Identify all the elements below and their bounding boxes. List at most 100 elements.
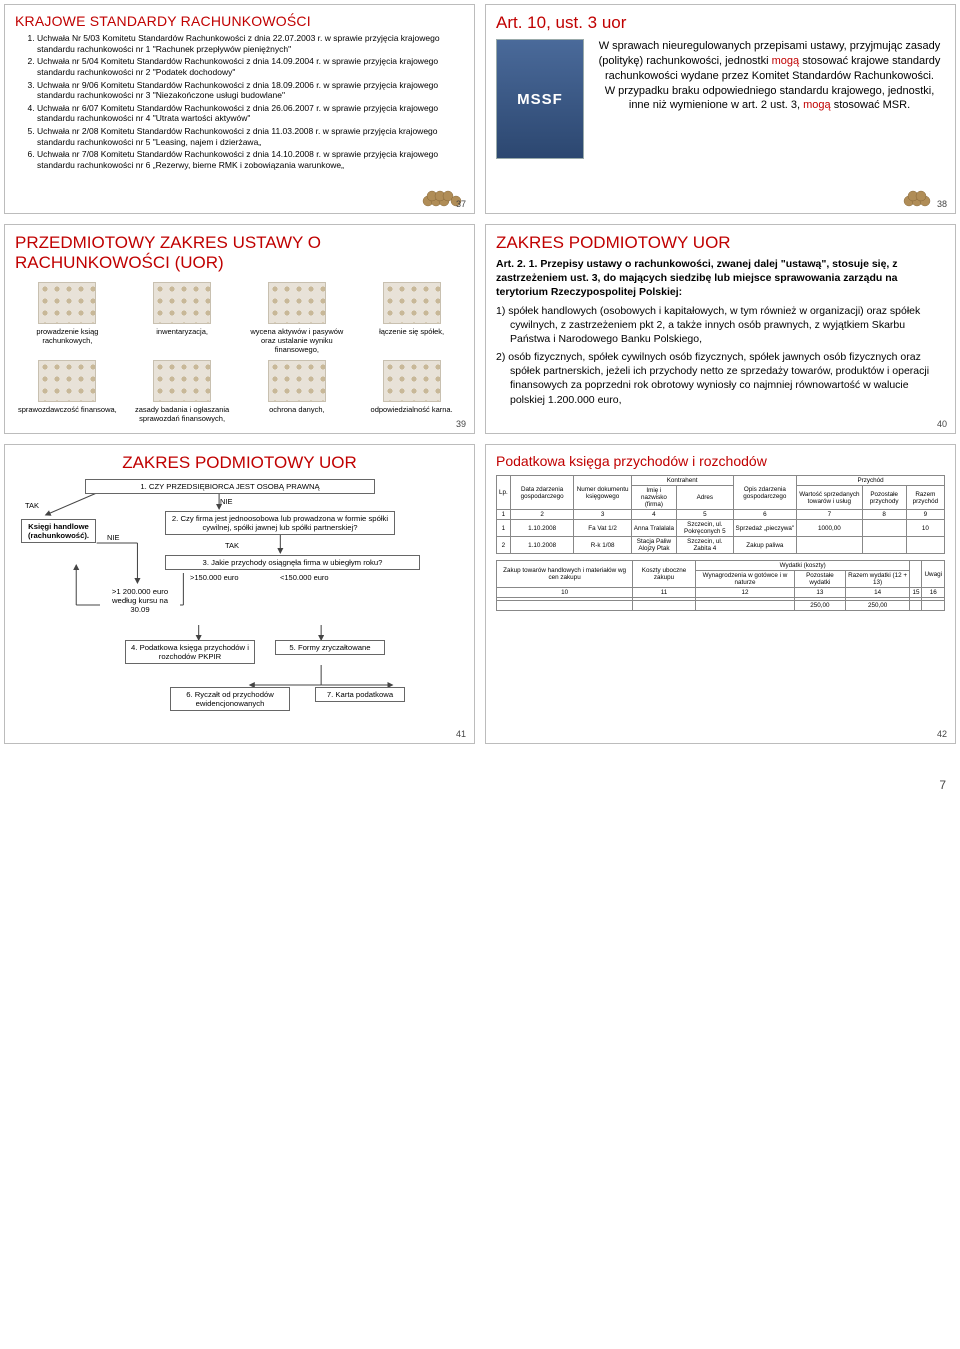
slide-40-item: 2) osób fizycznych, spółek cywilnych osó…	[496, 350, 945, 407]
mssf-label: MSSF	[517, 91, 563, 108]
td: 4	[631, 510, 676, 520]
slide-37: KRAJOWE STANDARDY RACHUNKOWOŚCI Uchwała …	[4, 4, 475, 214]
td: 15	[910, 588, 922, 598]
th: Wynagrodzenia w gotówce i w naturze	[695, 571, 794, 588]
td: 10	[497, 588, 633, 598]
grid-cell: wycena aktywów i pasywów oraz ustalanie …	[245, 282, 350, 354]
grid-cell: ochrona danych,	[245, 360, 350, 423]
slide-40-sub: Art. 2. 1. Przepisy ustawy o rachunkowoś…	[496, 257, 945, 300]
td	[497, 601, 633, 611]
revenue-table: Lp. Data zdarzenia gospodarczego Numer d…	[496, 475, 945, 554]
td: 14	[845, 588, 910, 598]
th: Kontrahent	[631, 476, 733, 486]
flow-box: 3. Jakie przychody osiągnęła firma w ubi…	[165, 555, 420, 570]
slide-40-item: 1) spółek handlowych (osobowych i kapita…	[496, 304, 945, 347]
td: 1.10.2008	[510, 537, 574, 554]
td: 1	[497, 520, 511, 537]
th: Numer dokumentu księgowego	[574, 476, 631, 510]
grid-cell: zasady badania i ogłaszania sprawozdań f…	[130, 360, 235, 423]
slide-42-title: Podatkowa księga przychodów i rozchodów	[496, 453, 945, 469]
slide-41-title: ZAKRES PODMIOTOWY UOR	[15, 453, 464, 473]
td: 1	[497, 510, 511, 520]
td: 1.10.2008	[510, 520, 574, 537]
page-number: 7	[939, 778, 946, 792]
slide-number: 41	[456, 729, 466, 739]
flow-label: NIE	[107, 533, 120, 542]
list-item: Uchwała nr 5/04 Komitetu Standardów Rach…	[37, 56, 464, 77]
td: 3	[574, 510, 631, 520]
td	[922, 601, 945, 611]
cell-label: łączenie się spółek,	[379, 327, 444, 336]
flow-label: >150.000 euro	[190, 573, 239, 582]
td: Stacja Paliw Alojzy Ptak	[631, 537, 676, 554]
th: Lp.	[497, 476, 511, 510]
th: Wartość sprzedanych towarów i usług	[797, 486, 862, 510]
expenses-table: Zakup towarów handlowych i materiałów wg…	[496, 560, 945, 611]
slide-number: 40	[937, 419, 947, 429]
slide-number: 37	[456, 199, 466, 209]
td: Zakup paliwa	[733, 537, 797, 554]
slide-39-grid: prowadzenie ksiąg rachunkowych, inwentar…	[15, 282, 464, 423]
flow-label: <150.000 euro	[280, 573, 329, 582]
slide-37-list: Uchwała Nr 5/03 Komitetu Standardów Rach…	[15, 33, 464, 171]
td: Szczecin, ul. Pokręconych 5	[677, 520, 733, 537]
slide-38: Art. 10, ust. 3 uor MSSF W sprawach nieu…	[485, 4, 956, 214]
td: R-k 1/08	[574, 537, 631, 554]
th: Zakup towarów handlowych i materiałów wg…	[497, 561, 633, 588]
flow-box: 6. Ryczałt od przychodów ewidencjonowany…	[170, 687, 290, 711]
flow-label: TAK	[25, 501, 39, 510]
topic-icon	[383, 360, 441, 402]
topic-icon	[268, 282, 326, 324]
flowchart: 1. CZY PRZEDSIĘBIORCA JEST OSOBĄ PRAWNĄ …	[15, 475, 464, 730]
cell-label: inwentaryzacja,	[156, 327, 208, 336]
td	[695, 601, 794, 611]
topic-icon	[383, 282, 441, 324]
grid-cell: odpowiedzialność karna.	[359, 360, 464, 423]
flow-label: NIE	[220, 497, 233, 506]
topic-icon	[268, 360, 326, 402]
cell-label: prowadzenie ksiąg rachunkowych,	[36, 327, 98, 345]
th: Przychód	[797, 476, 945, 486]
th: Razem przychód	[906, 486, 944, 510]
td: 11	[633, 588, 696, 598]
td	[797, 537, 862, 554]
th: Uwagi	[922, 561, 945, 588]
flow-label-box: >1 200.000 euro według kursu na 30.09	[100, 585, 180, 617]
slide-37-title: KRAJOWE STANDARDY RACHUNKOWOŚCI	[15, 13, 464, 29]
slide-39: PRZEDMIOTOWY ZAKRES USTAWY O RACHUNKOWOŚ…	[4, 224, 475, 434]
flow-box: 2. Czy firma jest jednoosobowa lub prowa…	[165, 511, 395, 535]
list-item: Uchwała nr 9/06 Komitetu Standardów Rach…	[37, 80, 464, 101]
td: 1000,00	[797, 520, 862, 537]
cell-label: wycena aktywów i pasywów oraz ustalanie …	[250, 327, 343, 354]
slide-40-title: ZAKRES PODMIOTOWY UOR	[496, 233, 945, 253]
text-span-red: mogą	[772, 55, 800, 67]
text-span-red: mogą	[803, 99, 831, 111]
flow-box: 4. Podatkowa księga przychodów i rozchod…	[125, 640, 255, 664]
flow-box: 5. Formy zryczałtowane	[275, 640, 385, 655]
td: 250,00	[795, 601, 846, 611]
td: 12	[695, 588, 794, 598]
th	[910, 561, 922, 588]
list-item: Uchwała nr 2/08 Komitetu Standardów Rach…	[37, 126, 464, 147]
list-item: Uchwała nr 7/08 Komitetu Standardów Rach…	[37, 149, 464, 170]
slide-number: 39	[456, 419, 466, 429]
td	[906, 537, 944, 554]
td: 10	[906, 520, 944, 537]
th: Koszty uboczne zakupu	[633, 561, 696, 588]
td	[862, 520, 906, 537]
topic-icon	[153, 360, 211, 402]
th: Pozostałe przychody	[862, 486, 906, 510]
grid-cell: łączenie się spółek,	[359, 282, 464, 354]
td: 8	[862, 510, 906, 520]
slide-41: ZAKRES PODMIOTOWY UOR 1. CZY PRZEDSIĘBIO…	[4, 444, 475, 744]
sub-text: Art. 2. 1. Przepisy ustawy o rachunkowoś…	[496, 258, 898, 298]
slide-number: 42	[937, 729, 947, 739]
slide-38-title: Art. 10, ust. 3 uor	[496, 13, 945, 33]
td	[633, 601, 696, 611]
grid-cell: sprawozdawczość finansowa,	[15, 360, 120, 423]
td	[862, 537, 906, 554]
slide-number: 38	[937, 199, 947, 209]
th: Opis zdarzenia gospodarczego	[733, 476, 797, 510]
th: Wydatki (koszty)	[695, 561, 910, 571]
td: 2	[510, 510, 574, 520]
